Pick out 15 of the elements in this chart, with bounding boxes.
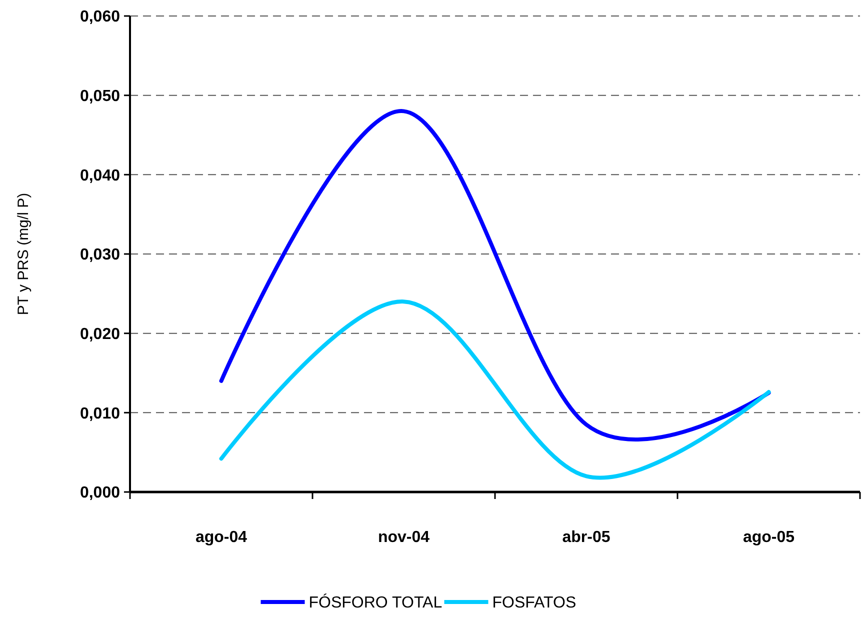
y-tick-label: 0,010 — [80, 405, 120, 422]
y-tick-label: 0,030 — [80, 246, 120, 264]
y-axis-title: PT y PRS (mg/l P) — [15, 192, 32, 316]
x-tick-label: abr-05 — [562, 529, 610, 546]
legend-label: FÓSFORO TOTAL — [308, 594, 442, 612]
y-tick-label: 0,040 — [80, 167, 120, 184]
y-tick-label: 0,000 — [80, 484, 120, 502]
x-tick-label: ago-04 — [195, 529, 248, 546]
legend-label: FOSFATOS — [492, 594, 576, 612]
line-series — [219, 300, 771, 480]
x-tick-label: nov-04 — [378, 529, 430, 546]
y-tick-label: 0,050 — [80, 88, 120, 105]
x-tick-label: ago-05 — [742, 529, 795, 546]
y-tick-label: 0,020 — [80, 326, 120, 343]
y-tick-label: 0,060 — [80, 8, 120, 26]
